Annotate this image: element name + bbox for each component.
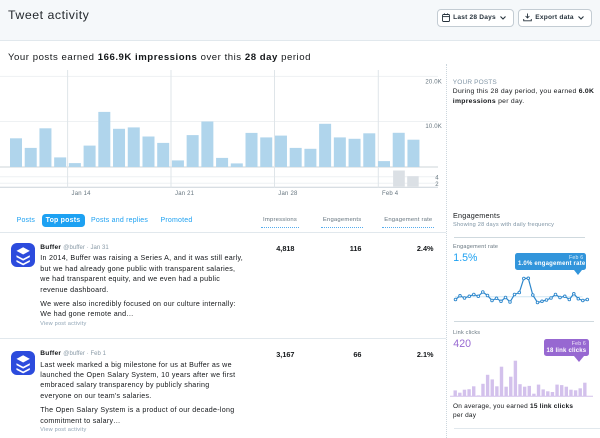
svg-text:10.0K: 10.0K	[425, 124, 442, 130]
svg-text:2: 2	[435, 182, 439, 188]
svg-text:Jan 28: Jan 28	[278, 191, 298, 197]
svg-text:4: 4	[435, 176, 439, 182]
svg-text:20.0K: 20.0K	[425, 80, 442, 86]
svg-text:Jan 14: Jan 14	[72, 191, 92, 197]
svg-text:Feb 4: Feb 4	[382, 191, 399, 197]
svg-text:Jan 21: Jan 21	[175, 191, 195, 197]
